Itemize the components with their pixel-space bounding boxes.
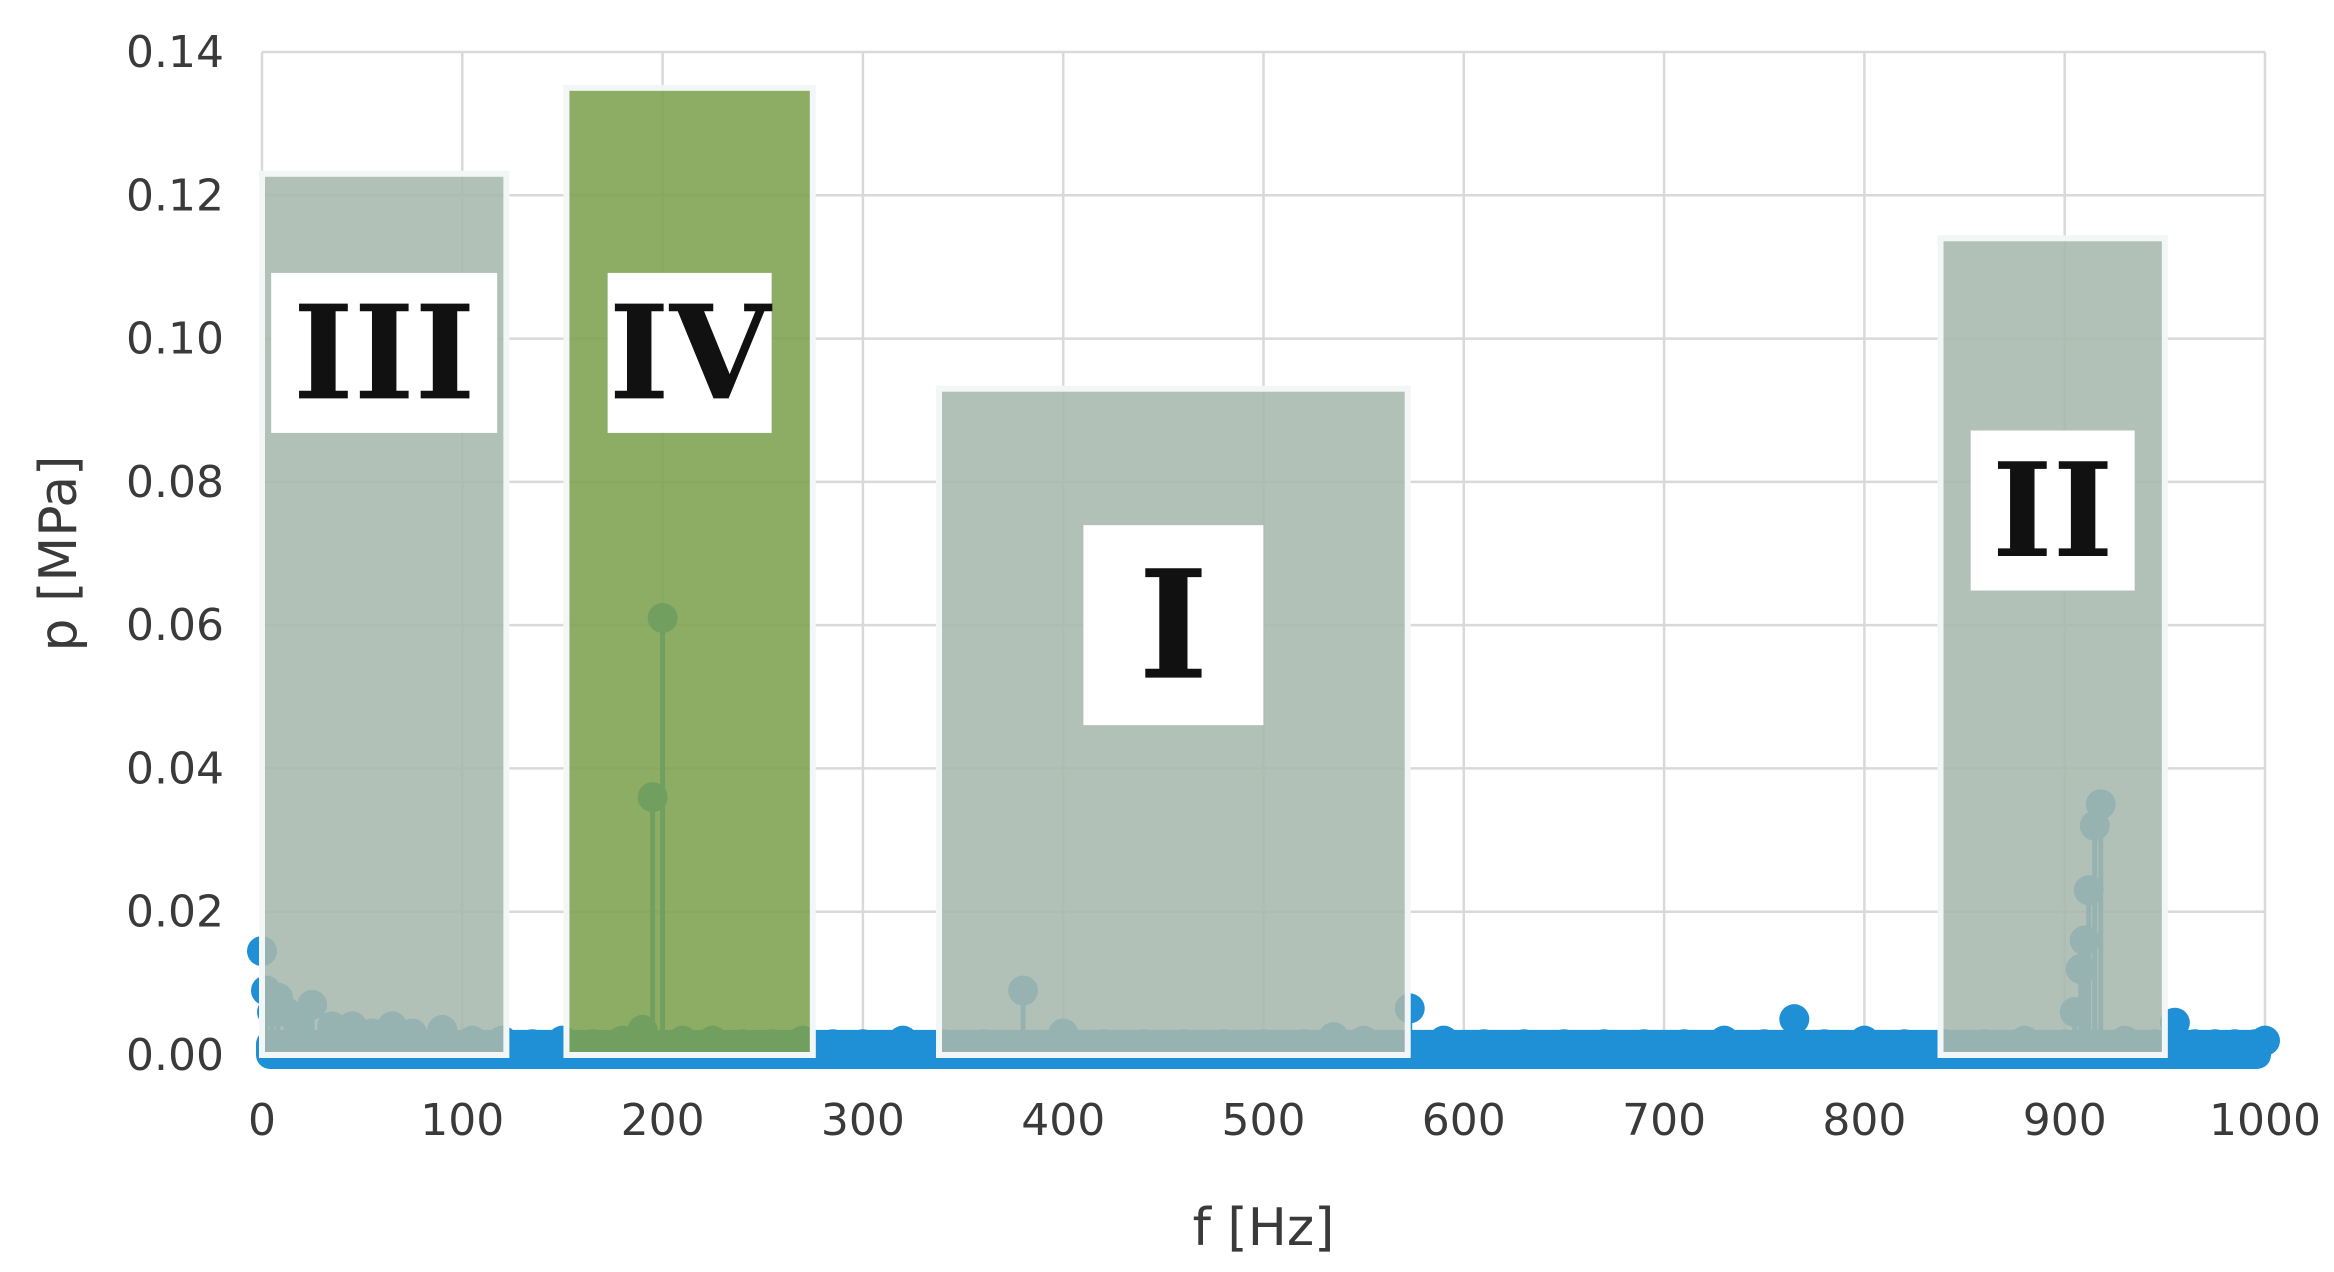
y-tick-label: 0.02	[126, 887, 224, 938]
data-point	[1779, 1004, 1810, 1035]
y-tick-label: 0.08	[126, 457, 224, 508]
y-tick-label: 0.12	[126, 170, 224, 221]
x-tick-label: 1000	[2209, 1095, 2321, 1146]
y-axis-title: p [MPa]	[29, 456, 89, 652]
data-point	[1468, 1029, 1499, 1060]
region-label: II	[1992, 434, 2114, 587]
data-point	[1629, 1029, 1660, 1060]
tick-labels: 0 100 200 300 400 500 600 700 800 900 1000 0.00 0.02…	[126, 27, 2321, 1146]
data-point	[1508, 1029, 1539, 1060]
region-label: IV	[609, 276, 773, 429]
y-tick-label: 0.06	[126, 600, 224, 651]
x-tick-label: 700	[1622, 1095, 1706, 1146]
y-tick-label: 0.14	[126, 27, 224, 78]
data-point	[1428, 1025, 1459, 1056]
data-point	[1889, 1029, 1920, 1060]
data-point	[1849, 1025, 1880, 1056]
data-point	[887, 1025, 918, 1056]
data-point	[1548, 1029, 1579, 1060]
region-box	[1937, 235, 2168, 1058]
data-point	[1589, 1029, 1620, 1060]
x-tick-label: 500	[1222, 1095, 1306, 1146]
y-tick-label: 0.00	[126, 1030, 224, 1081]
y-tick-label: 0.10	[126, 314, 224, 365]
x-tick-label: 600	[1422, 1095, 1506, 1146]
data-point	[2250, 1025, 2280, 1056]
data-point	[1669, 1029, 1700, 1060]
data-point	[1809, 1029, 1840, 1060]
x-tick-label: 300	[821, 1095, 905, 1146]
region-label-box	[1083, 525, 1264, 726]
data-point	[817, 1029, 848, 1060]
x-tick-label: 200	[621, 1095, 705, 1146]
region-label: III	[293, 276, 475, 429]
region-label-box	[607, 272, 772, 433]
x-tick-label: 100	[420, 1095, 504, 1146]
region-label-box	[271, 272, 498, 433]
data-point	[517, 1029, 548, 1060]
x-tick-label: 400	[1021, 1095, 1105, 1146]
region-label-box	[1970, 430, 2135, 591]
data-point	[1709, 1025, 1740, 1056]
region-box	[563, 84, 816, 1059]
y-tick-label: 0.04	[126, 743, 224, 794]
x-tick-label: 900	[2023, 1095, 2107, 1146]
x-axis-title: f [Hz]	[1193, 1198, 1335, 1258]
x-tick-label: 0	[248, 1095, 276, 1146]
region-label: I	[1138, 538, 1208, 714]
x-tick-label: 800	[1822, 1095, 1906, 1146]
data-point	[847, 1029, 878, 1060]
data-point	[1749, 1029, 1780, 1060]
